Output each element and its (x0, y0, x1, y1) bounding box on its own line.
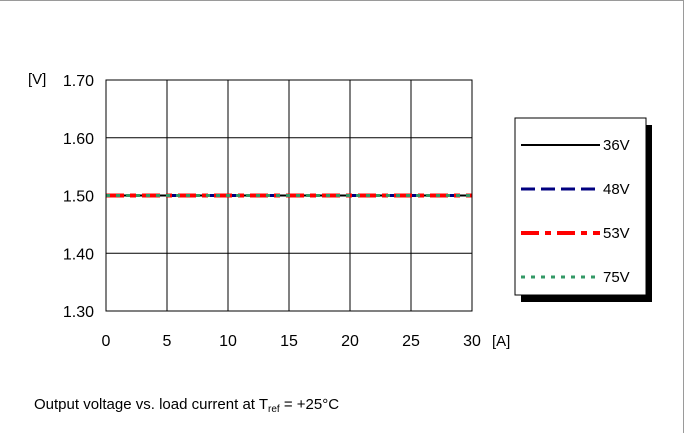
x-tick-labels: 0 5 10 15 20 25 30 (102, 333, 481, 350)
x-tick-label: 10 (219, 333, 237, 350)
legend-label: 48V (603, 181, 630, 198)
legend: 36V 48V 53V 75V (514, 117, 652, 302)
y-tick-label: 1.70 (63, 73, 94, 90)
plot-area-border (105, 79, 473, 312)
caption-text: Output voltage vs. load current at T (34, 396, 269, 413)
y-tick-label: 1.30 (63, 304, 94, 321)
legend-label: 36V (603, 137, 630, 154)
y-tick-labels: 1.30 1.40 1.50 1.60 1.70 (63, 73, 94, 321)
x-tick-label: 20 (341, 333, 359, 350)
y-tick-label: 1.40 (63, 246, 94, 263)
caption-condition: = +25°C (279, 396, 340, 413)
caption-subscript: ref (268, 404, 280, 415)
x-tick-label: 25 (402, 333, 420, 350)
x-tick-label: 15 (280, 333, 298, 350)
x-tick-label: 30 (463, 333, 481, 350)
y-tick-label: 1.60 (63, 131, 94, 148)
legend-label: 75V (603, 269, 630, 286)
legend-label: 53V (603, 225, 630, 242)
x-axis-unit: [A] (492, 333, 510, 350)
y-axis-unit: [V] (28, 71, 46, 88)
figure-caption: Output voltage vs. load current at Tref … (34, 396, 339, 415)
x-tick-label: 0 (102, 333, 111, 350)
x-tick-label: 5 (163, 333, 172, 350)
legend-box (514, 117, 647, 296)
y-tick-label: 1.50 (63, 189, 94, 206)
